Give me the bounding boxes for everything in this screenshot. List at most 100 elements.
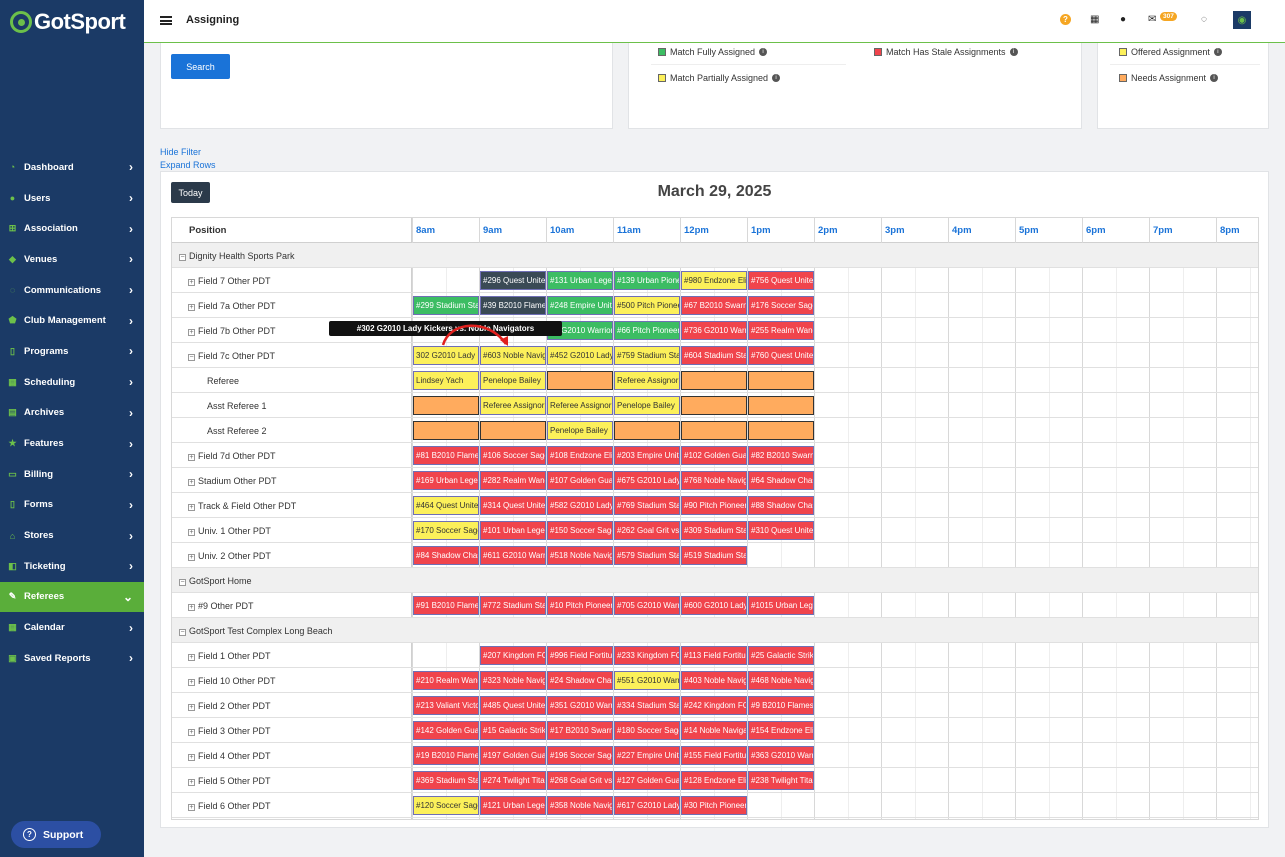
assignment-slot[interactable]: [480, 421, 546, 440]
sidebar-item-calendar[interactable]: ▦ Calendar ›: [0, 612, 144, 643]
match-event[interactable]: #262 Goal Grit vs: [614, 521, 680, 540]
match-event[interactable]: #197 Golden Guardians: [480, 746, 546, 765]
hamburger-menu-icon[interactable]: [160, 16, 172, 25]
gotsport-logo[interactable]: GotSport: [0, 0, 144, 43]
match-event[interactable]: #113 Field Fortitude: [681, 646, 747, 665]
expand-icon[interactable]: +: [188, 604, 195, 611]
match-event[interactable]: #1 G2010 Warriors: [547, 321, 613, 340]
expand-icon[interactable]: +: [188, 779, 195, 786]
assignment-slot[interactable]: Lindsey Yach: [413, 371, 479, 390]
time-header[interactable]: 9am: [483, 225, 503, 236]
match-event[interactable]: #238 Twilight Titans: [748, 771, 814, 790]
mail-icon[interactable]: ✉: [1148, 14, 1157, 25]
collapse-icon[interactable]: −: [179, 579, 186, 586]
expand-icon[interactable]: +: [188, 754, 195, 761]
match-event[interactable]: #19 B2010 Flames: [413, 746, 479, 765]
sidebar-item-ticketing[interactable]: ◧ Ticketing ›: [0, 551, 144, 582]
search-button[interactable]: Search: [171, 54, 230, 79]
row-label[interactable]: − GotSport Home: [179, 576, 252, 586]
match-event[interactable]: #1015 Urban Legends: [748, 596, 814, 615]
match-event[interactable]: #310 Quest United: [748, 521, 814, 540]
chat-icon[interactable]: ◌: [1201, 14, 1207, 25]
match-event[interactable]: #64 Shadow Chasers: [748, 471, 814, 490]
match-event[interactable]: #369 Stadium Stars: [413, 771, 479, 790]
time-header[interactable]: 8pm: [1220, 225, 1240, 236]
row-label[interactable]: + #9 Other PDT: [188, 601, 254, 611]
today-button[interactable]: Today: [171, 182, 210, 203]
info-icon[interactable]: i: [772, 74, 781, 82]
match-event[interactable]: #675 G2010 Lady: [614, 471, 680, 490]
sidebar-item-association[interactable]: ⊞ Association ›: [0, 213, 144, 244]
sidebar-item-communications[interactable]: ◌ Communications ›: [0, 275, 144, 306]
match-event[interactable]: #91 B2010 Flames: [413, 596, 479, 615]
time-header[interactable]: 8am: [416, 225, 436, 236]
time-header[interactable]: 4pm: [952, 225, 972, 236]
info-icon[interactable]: i: [1210, 74, 1219, 82]
time-header[interactable]: 1pm: [751, 225, 771, 236]
match-event[interactable]: #142 Golden Guardians: [413, 721, 479, 740]
row-label[interactable]: + Field 10 Other PDT: [188, 676, 276, 686]
match-event[interactable]: #769 Stadium Stars: [614, 496, 680, 515]
match-event[interactable]: #518 Noble Navigators: [547, 546, 613, 565]
match-event[interactable]: #705 G2010 Warriors: [614, 596, 680, 615]
match-event[interactable]: #468 Noble Navigators: [748, 671, 814, 690]
match-event[interactable]: #760 Quest United: [748, 346, 814, 365]
match-event[interactable]: #207 Kingdom FC: [480, 646, 546, 665]
match-event[interactable]: #611 G2010 Warriors: [480, 546, 546, 565]
row-label[interactable]: + Univ. 2 Other PDT: [188, 551, 271, 561]
match-event[interactable]: #102 Golden Guardians: [681, 446, 747, 465]
row-label[interactable]: + Field 7b Other PDT: [188, 326, 276, 336]
match-event[interactable]: #736 G2010 Warriors: [681, 321, 747, 340]
match-event[interactable]: #9 B2010 Flames: [748, 696, 814, 715]
match-event[interactable]: #14 Noble Navigators: [681, 721, 747, 740]
match-event[interactable]: #131 Urban Legends: [547, 271, 613, 290]
expand-icon[interactable]: +: [188, 479, 195, 486]
time-header[interactable]: 2pm: [818, 225, 838, 236]
time-header[interactable]: 7pm: [1153, 225, 1173, 236]
assignment-slot[interactable]: [547, 371, 613, 390]
row-label[interactable]: + Field 7d Other PDT: [188, 451, 276, 461]
row-label[interactable]: + Univ. 1 Other PDT: [188, 526, 271, 536]
match-event[interactable]: #604 Stadium Stars: [681, 346, 747, 365]
match-event[interactable]: #84 Shadow Chasers: [413, 546, 479, 565]
row-label[interactable]: + Stadium Other PDT: [188, 476, 277, 486]
collapse-icon[interactable]: −: [179, 254, 186, 261]
sidebar-item-club-management[interactable]: ⬟ Club Management ›: [0, 305, 144, 336]
row-label[interactable]: + Field 1 Other PDT: [188, 651, 271, 661]
row-label[interactable]: + Field 7 Other PDT: [188, 276, 271, 286]
match-event[interactable]: #176 Soccer Sages: [748, 296, 814, 315]
match-event[interactable]: #323 Noble Navigators: [480, 671, 546, 690]
expand-icon[interactable]: +: [188, 804, 195, 811]
sidebar-item-download[interactable]: ⬇ Download ›: [0, 674, 144, 685]
match-event[interactable]: #67 B2010 Swarm: [681, 296, 747, 315]
match-event[interactable]: #210 Realm Wanderers: [413, 671, 479, 690]
match-event[interactable]: #203 Empire United: [614, 446, 680, 465]
match-event[interactable]: #600 G2010 Lady: [681, 596, 747, 615]
time-header[interactable]: 6pm: [1086, 225, 1106, 236]
match-event[interactable]: #24 Shadow Chasers: [547, 671, 613, 690]
sidebar-item-billing[interactable]: ▭ Billing ›: [0, 459, 144, 490]
match-event[interactable]: #107 Golden Guardians: [547, 471, 613, 490]
expand-icon[interactable]: +: [188, 279, 195, 286]
match-event[interactable]: #213 Valiant Victors: [413, 696, 479, 715]
match-event[interactable]: #169 Urban Legends: [413, 471, 479, 490]
match-event[interactable]: #759 Stadium Stars: [614, 346, 680, 365]
match-event[interactable]: #519 Stadium Stars: [681, 546, 747, 565]
match-event[interactable]: #242 Kingdom FC: [681, 696, 747, 715]
row-label[interactable]: + Field 7a Other PDT: [188, 301, 276, 311]
match-event[interactable]: #233 Kingdom FC: [614, 646, 680, 665]
match-event[interactable]: #88 Shadow Chasers: [748, 496, 814, 515]
match-event[interactable]: #255 Realm Wanderers: [748, 321, 814, 340]
expand-icon[interactable]: +: [188, 729, 195, 736]
match-event[interactable]: #30 Pitch Pioneers: [681, 796, 747, 815]
match-event[interactable]: #139 Urban Pioneers: [614, 271, 680, 290]
time-header[interactable]: 12pm: [684, 225, 709, 236]
match-event[interactable]: #403 Noble Navigators: [681, 671, 747, 690]
match-event[interactable]: #358 Noble Navigators: [547, 796, 613, 815]
match-event[interactable]: #120 Soccer Sages: [413, 796, 479, 815]
match-event[interactable]: #108 Endzone Elite: [547, 446, 613, 465]
match-event[interactable]: #106 Soccer Sages: [480, 446, 546, 465]
assignment-slot[interactable]: [748, 396, 814, 415]
expand-icon[interactable]: +: [188, 304, 195, 311]
row-label[interactable]: + Field 3 Other PDT: [188, 726, 271, 736]
